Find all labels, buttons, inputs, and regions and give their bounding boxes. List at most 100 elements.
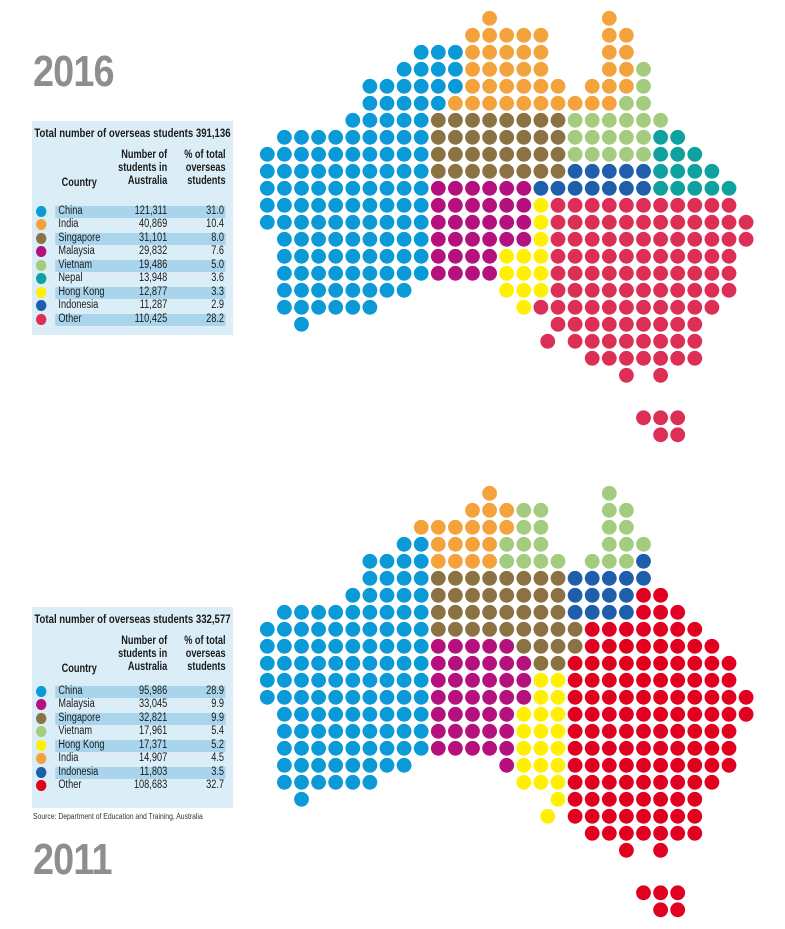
header-line: overseas (185, 162, 226, 174)
dot-other (619, 774, 634, 790)
dot-other (636, 740, 651, 756)
dot-india (619, 61, 634, 77)
dot-singapore (482, 587, 497, 603)
dot-china (379, 553, 395, 569)
dot-singapore (533, 638, 549, 654)
dot-india (499, 78, 515, 94)
dot-china (259, 180, 275, 196)
dot-indonesia (636, 553, 651, 569)
dot-china (396, 265, 412, 281)
dot-hong-kong (533, 757, 549, 773)
header-line: % of total (184, 635, 226, 647)
legend-dot (36, 206, 46, 217)
dot-china (277, 265, 292, 281)
dot-china (328, 706, 344, 722)
dot-nepal (721, 180, 737, 196)
dot-malaysia (465, 672, 480, 688)
dot-china (345, 774, 361, 790)
dot-malaysia (516, 214, 532, 230)
dot-china (328, 689, 344, 705)
dot-other (540, 333, 556, 349)
legend-dot (36, 780, 46, 792)
dot-other (636, 197, 651, 213)
dot-china (430, 78, 446, 94)
dot-india (584, 95, 600, 111)
dot-vietnam (619, 519, 634, 535)
dot-other (721, 231, 737, 247)
dot-china (259, 214, 275, 230)
dot-china (311, 638, 326, 654)
country-name: India (58, 218, 79, 231)
dot-china (362, 553, 378, 569)
dot-china (430, 44, 446, 60)
dot-other (704, 638, 720, 654)
dot-other (687, 655, 703, 671)
dot-vietnam (533, 553, 549, 569)
percent-share: 9.9 (211, 711, 224, 724)
dot-indonesia (584, 180, 600, 196)
dot-india (516, 44, 532, 60)
dot-singapore (533, 129, 549, 145)
table-row: China 121,311 31.0 (32, 205, 233, 218)
table-row: Other 110,425 28.2 (32, 313, 233, 326)
dot-malaysia (448, 706, 463, 722)
percent-share: 8.0 (211, 231, 224, 244)
dot-china (277, 146, 292, 162)
dot-other (670, 231, 686, 247)
dot-india (499, 502, 515, 518)
row-stripe (55, 712, 226, 725)
dot-china (328, 282, 344, 298)
dot-other (619, 842, 634, 858)
dot-china (362, 672, 378, 688)
dot-other (636, 214, 651, 230)
dot-hong-kong (533, 689, 549, 705)
dot-other (721, 757, 737, 773)
dot-malaysia (516, 655, 532, 671)
dot-other (738, 214, 754, 230)
dot-other (619, 706, 634, 722)
dot-other (687, 231, 703, 247)
dot-other (584, 825, 600, 841)
dot-other (670, 757, 686, 773)
dot-malaysia (448, 672, 463, 688)
dot-singapore (567, 621, 583, 637)
dot-malaysia (465, 706, 480, 722)
dot-other (584, 197, 600, 213)
dot-other (653, 299, 668, 315)
dot-nepal (653, 180, 668, 196)
dot-indonesia (550, 180, 566, 196)
dot-china (413, 655, 429, 671)
dot-vietnam (619, 553, 634, 569)
dot-china (413, 672, 429, 688)
dot-other (567, 282, 583, 298)
table-row: India 40,869 10.4 (32, 218, 233, 231)
dot-singapore (448, 570, 463, 586)
dot-singapore (516, 638, 532, 654)
dot-other (567, 808, 583, 824)
dot-other (619, 808, 634, 824)
dot-china (379, 231, 395, 247)
dot-china (311, 129, 326, 145)
dot-other (670, 604, 686, 620)
student-count: 19,486 (139, 258, 168, 271)
dot-indonesia (567, 570, 583, 586)
dot-china (379, 672, 395, 688)
dot-vietnam (601, 519, 617, 535)
dot-vietnam (636, 112, 651, 128)
dot-malaysia (430, 180, 446, 196)
dot-china (277, 740, 292, 756)
dot-malaysia (465, 180, 480, 196)
dot-indonesia (601, 604, 617, 620)
dot-india (465, 61, 480, 77)
dot-other (601, 638, 617, 654)
percent-share: 5.2 (211, 738, 224, 751)
dot-other (670, 427, 686, 443)
dot-china (277, 672, 292, 688)
dot-other (619, 638, 634, 654)
dot-malaysia (516, 180, 532, 196)
dot-other (601, 197, 617, 213)
dot-other (567, 197, 583, 213)
dot-other (636, 248, 651, 264)
dot-malaysia (516, 197, 532, 213)
dot-other (670, 723, 686, 739)
